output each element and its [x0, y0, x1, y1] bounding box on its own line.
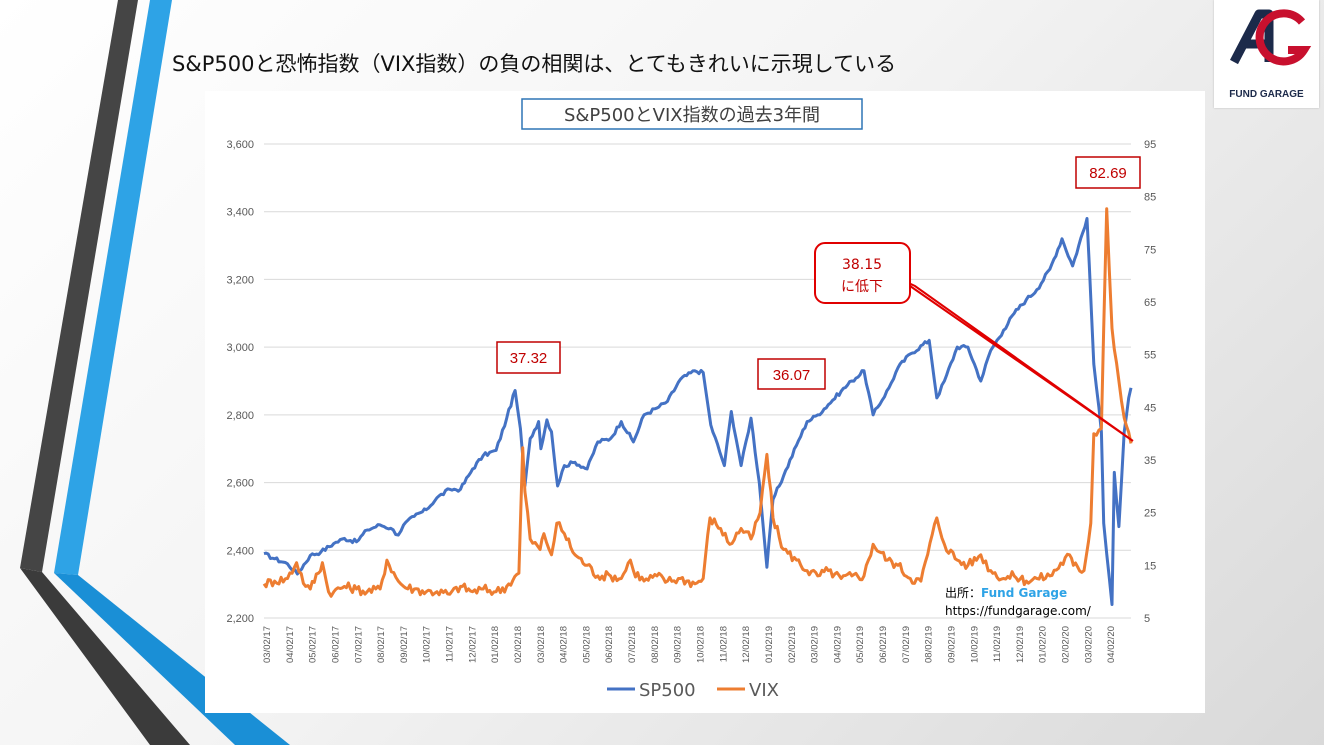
left-tick-label: 3,600 — [226, 139, 254, 151]
x-tick-label: 06/02/17 — [330, 626, 341, 663]
x-tick-label: 09/02/17 — [399, 626, 410, 663]
chart-svg: S&P500とVIX指数の過去3年間 2,200 2,400 2,600 2,800 3… — [226, 98, 1156, 701]
left-tick-label: 3,200 — [226, 274, 254, 286]
left-axis-ticks: 2,200 2,400 2,600 2,800 3,000 3,200 3,400 3,600 — [226, 139, 254, 625]
chart-title: S&P500とVIX指数の過去3年間 — [564, 105, 820, 126]
callout-vix-2020-peak-box — [1075, 156, 1141, 189]
fg-logo-mark-icon — [1230, 9, 1312, 66]
x-tick-label: 02/02/19 — [787, 626, 798, 663]
callout-vix-2020-peak-label: 82.69 — [1089, 165, 1127, 182]
x-tick-label: 12/02/17 — [467, 626, 478, 663]
callout-vix-latest-note: に低下 — [841, 279, 883, 295]
x-tick-label: 09/02/18 — [673, 626, 684, 663]
callout-vix-2018-box — [496, 341, 561, 374]
left-tick-label: 3,000 — [226, 342, 254, 354]
source-name: Fund Garage — [981, 586, 1067, 600]
chart-title-box — [521, 98, 863, 130]
x-tick-label: 05/02/18 — [581, 626, 592, 663]
dark-stripe-upper — [20, 0, 138, 572]
right-tick-label: 35 — [1144, 455, 1156, 467]
grid-layer — [264, 143, 1131, 619]
x-tick-label: 03/02/19 — [810, 626, 821, 663]
left-tick-label: 2,200 — [226, 613, 254, 625]
x-tick-label: 03/02/17 — [262, 626, 273, 663]
chart-panel: S&P500とVIX指数の過去3年間 2,200 2,400 2,600 2,800 3… — [205, 91, 1205, 713]
x-tick-label: 07/02/19 — [901, 626, 912, 663]
x-tick-label: 04/02/19 — [832, 626, 843, 663]
callout-vix-2018-label: 37.32 — [510, 350, 548, 367]
x-tick-label: 03/02/18 — [536, 626, 547, 663]
left-tick-label: 2,800 — [226, 410, 254, 422]
right-tick-label: 55 — [1144, 350, 1156, 362]
legend-sp500-label: SP500 — [639, 680, 696, 701]
series-line-sp500 — [263, 217, 1133, 606]
left-tick-label: 2,400 — [226, 545, 254, 557]
source-url: https://fundgarage.com/ — [945, 604, 1092, 618]
callout-vix-latest-value: 38.15 — [842, 257, 882, 273]
x-tick-label: 09/02/19 — [946, 626, 957, 663]
x-axis-ticks: 03/02/17 04/02/17 05/02/17 06/02/17 07/02/17… — [262, 626, 1117, 663]
x-tick-label: 08/02/17 — [376, 626, 387, 663]
x-tick-label: 11/02/18 — [718, 626, 729, 662]
x-tick-label: 01/02/20 — [1038, 626, 1049, 663]
callout-pointer — [899, 278, 1134, 442]
right-tick-label: 25 — [1144, 508, 1156, 520]
right-tick-label: 45 — [1144, 402, 1156, 414]
left-tick-label: 3,400 — [226, 207, 254, 219]
series-line-vix — [262, 207, 1133, 598]
legend-vix-label: VIX — [749, 680, 779, 701]
x-tick-label: 11/02/19 — [992, 626, 1003, 662]
x-tick-label: 01/02/19 — [764, 626, 775, 663]
x-tick-label: 05/02/19 — [855, 626, 866, 663]
right-tick-label: 65 — [1144, 297, 1156, 309]
x-tick-label: 06/02/19 — [878, 626, 889, 663]
x-tick-label: 07/02/18 — [627, 626, 638, 663]
slide-title: S&P500と恐怖指数（VIX指数）の負の相関は、とてもきれいに示現している — [172, 52, 897, 76]
x-tick-label: 01/02/18 — [490, 626, 501, 663]
x-tick-label: 07/02/17 — [353, 626, 364, 663]
dark-stripe-lower — [20, 568, 190, 745]
right-axis-ticks: 5 15 25 35 45 55 65 75 85 95 — [1144, 139, 1156, 625]
x-tick-label: 10/02/19 — [969, 626, 980, 663]
x-tick-label: 04/02/17 — [285, 626, 296, 663]
callout-vix-2018-dec-box — [757, 358, 826, 390]
left-tick-label: 2,600 — [226, 478, 254, 490]
x-tick-label: 03/02/20 — [1083, 626, 1094, 663]
x-tick-label: 02/02/20 — [1061, 626, 1072, 663]
x-tick-label: 08/02/19 — [924, 626, 935, 663]
right-tick-label: 95 — [1144, 139, 1156, 151]
callout-vix-latest-box — [814, 242, 911, 304]
x-tick-label: 10/02/17 — [422, 626, 433, 663]
callout-vix-2018-dec-label: 36.07 — [773, 367, 811, 384]
x-tick-label: 05/02/17 — [308, 626, 319, 663]
x-tick-label: 04/02/20 — [1106, 626, 1117, 663]
x-tick-label: 02/02/18 — [513, 626, 524, 663]
right-tick-label: 15 — [1144, 560, 1156, 572]
blue-stripe-upper — [54, 0, 172, 575]
fund-garage-logo: FUND GARAGE — [1214, 0, 1319, 108]
source-line: 出所：Fund Garage — [945, 586, 1067, 600]
x-tick-label: 12/02/19 — [1015, 626, 1026, 663]
x-tick-label: 08/02/18 — [650, 626, 661, 663]
right-tick-label: 85 — [1144, 192, 1156, 204]
right-tick-label: 75 — [1144, 244, 1156, 256]
x-tick-label: 11/02/17 — [445, 626, 456, 662]
x-tick-label: 04/02/18 — [559, 626, 570, 663]
logo-text: FUND GARAGE — [1229, 89, 1304, 100]
right-tick-label: 5 — [1144, 613, 1150, 625]
x-tick-label: 12/02/18 — [741, 626, 752, 663]
x-tick-label: 10/02/18 — [696, 626, 707, 663]
source-label: 出所： — [945, 586, 981, 600]
x-tick-label: 06/02/18 — [604, 626, 615, 663]
series-layer — [262, 207, 1133, 606]
